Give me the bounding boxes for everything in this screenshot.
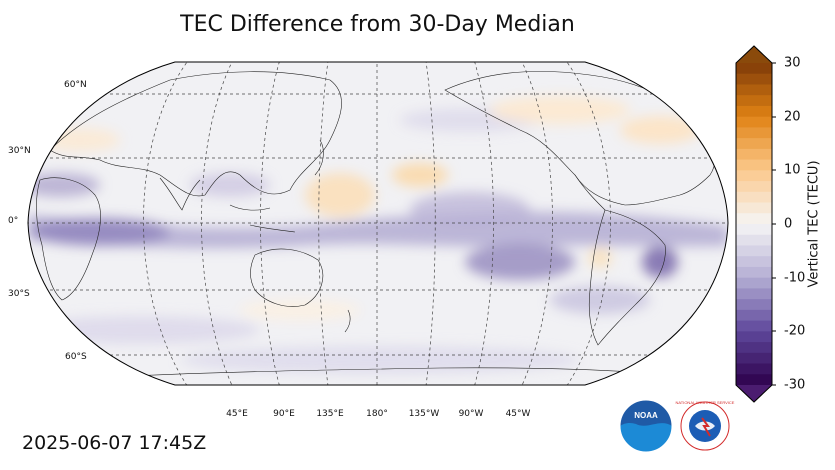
lat-label: 60°N <box>64 80 87 90</box>
lon-label: 135°E <box>316 409 344 419</box>
agency-logos: NOAA NATIONAL WEATHER SERVICE <box>619 399 735 453</box>
graticule <box>28 62 728 385</box>
map-title: TEC Difference from 30-Day Median <box>180 12 575 37</box>
noaa-logo: NOAA <box>619 399 673 453</box>
lon-label: 135°W <box>408 409 440 419</box>
colorbar-tick: 10 <box>784 162 801 178</box>
lat-label: 30°N <box>8 146 31 156</box>
lon-label: 90°W <box>458 409 484 419</box>
equatorial-anomaly-band <box>28 211 728 249</box>
nws-logo-text: NATIONAL WEATHER SERVICE <box>676 400 735 405</box>
lon-label: 90°E <box>273 409 295 419</box>
colorbar-tick: 0 <box>784 216 793 232</box>
lat-label: 30°S <box>8 289 30 299</box>
nws-logo: NATIONAL WEATHER SERVICE <box>676 400 735 451</box>
colorbar-label: Vertical TEC (TECU) <box>806 160 822 288</box>
colorbar-tick: 30 <box>784 55 801 71</box>
noaa-logo-text: NOAA <box>634 411 658 420</box>
lat-label: 60°S <box>65 352 87 362</box>
timestamp: 2025-06-07 17:45Z <box>22 432 207 454</box>
colorbar-tick: -30 <box>784 377 806 393</box>
lon-label: 45°E <box>226 409 248 419</box>
lat-label: 0° <box>8 216 19 226</box>
globe-outline <box>27 61 729 386</box>
colorbar-tick: 20 <box>784 109 801 125</box>
lon-label: 45°W <box>505 409 531 419</box>
colorbar-tick: -20 <box>784 323 806 339</box>
lon-label: 180° <box>366 409 388 419</box>
colorbar-tick: -10 <box>784 270 806 286</box>
